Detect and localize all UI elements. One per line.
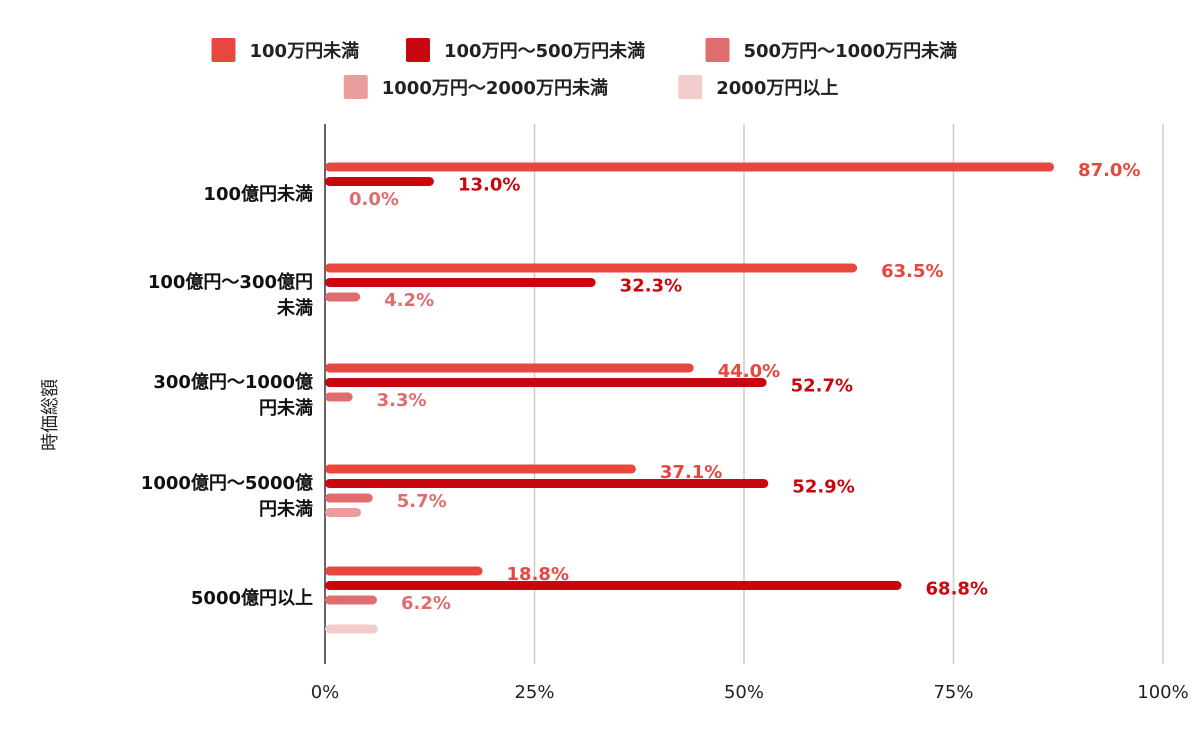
bar: [325, 278, 596, 287]
data-label: 32.3%: [620, 276, 682, 297]
data-label: 4.2%: [384, 290, 434, 311]
data-label: 0.0%: [349, 189, 399, 210]
legend-swatch: [678, 75, 703, 99]
data-label: 18.8%: [507, 564, 569, 585]
gridlines: [324, 124, 1164, 664]
category-label: 円未満: [259, 498, 313, 520]
bar: [325, 177, 434, 186]
x-tick-label: 25%: [514, 682, 554, 703]
bar: [325, 624, 378, 634]
bar: [325, 595, 377, 605]
data-label: 87.0%: [1078, 160, 1140, 181]
bar: [325, 581, 902, 590]
bar: [325, 363, 694, 373]
bar: [325, 263, 858, 273]
data-label: 52.7%: [791, 376, 853, 397]
data-label: 6.2%: [401, 593, 451, 614]
legend-label: 1000万円～2000万円未満: [382, 77, 608, 99]
legend-swatch: [705, 38, 730, 62]
data-label: 13.0%: [458, 175, 520, 196]
legend-swatch: [406, 38, 430, 62]
data-label: 37.1%: [660, 462, 722, 483]
category-label: 300億円～1000億: [153, 371, 313, 393]
legend-swatch: [343, 75, 368, 99]
x-tick-label: 0%: [311, 682, 340, 703]
category-label: 5000億円以上: [191, 587, 313, 609]
x-tick-label: 75%: [933, 682, 973, 703]
x-tick-label: 50%: [724, 682, 764, 703]
data-label: 3.3%: [377, 390, 427, 411]
legend-label: 100万円～500万円未満: [444, 40, 645, 62]
legend-label: 100万円未満: [250, 40, 360, 62]
data-label: 68.8%: [926, 579, 988, 600]
bar: [325, 479, 769, 488]
category-label: 未満: [277, 297, 313, 319]
bar: [325, 392, 353, 402]
legend-label: 2000万円以上: [716, 78, 838, 99]
bar: [325, 464, 636, 474]
category-label: 100億円未満: [203, 183, 313, 205]
legend-swatch: [211, 38, 236, 62]
data-label: 44.0%: [718, 361, 780, 382]
category-label: 円未満: [259, 397, 313, 419]
data-labels: 87.0% 13.0% 0.0% 63.5% 32.3% 4.2% 44.0% 52.7% 3.…: [349, 160, 1141, 614]
category-label: 1000億円～5000億: [141, 472, 313, 494]
y-axis-title: 時価総額: [40, 379, 61, 451]
legend-label: 500万円～1000万円未満: [744, 40, 958, 62]
bar: [325, 162, 1055, 172]
legend: 100万円未満 100万円～500万円未満 500万円～1000万円未満 1000万円…: [211, 38, 958, 99]
data-label: 5.7%: [397, 491, 447, 512]
bars: [325, 162, 1055, 634]
bar: [325, 378, 767, 387]
bar: [325, 493, 373, 503]
bar: [325, 566, 483, 576]
data-label: 63.5%: [881, 261, 943, 282]
bar: [325, 508, 362, 517]
bar: [325, 292, 361, 302]
data-label: 52.9%: [792, 477, 854, 498]
x-tick-labels: 0% 25% 50% 75% 100%: [311, 682, 1189, 703]
category-label: 100億円～300億円: [148, 271, 313, 293]
x-tick-label: 100%: [1137, 682, 1188, 703]
